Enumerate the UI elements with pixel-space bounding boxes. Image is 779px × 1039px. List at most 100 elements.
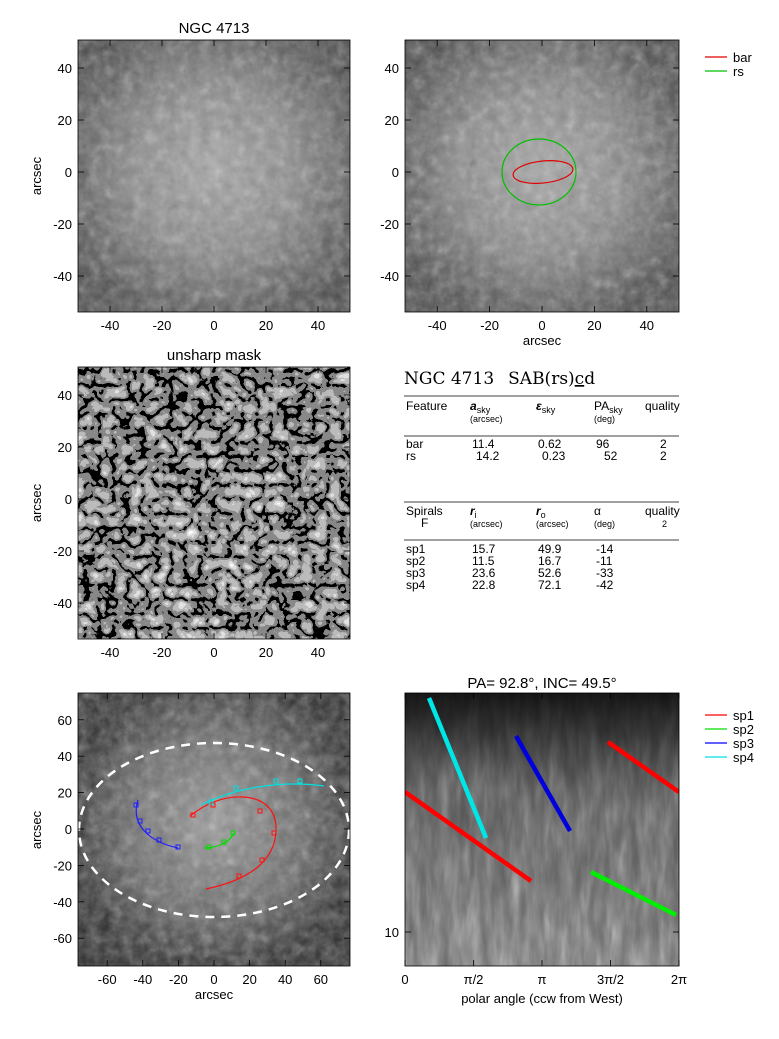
panel-unsharp-mask-ytick-label: 0: [65, 492, 72, 507]
spirals-col-name: Spirals: [406, 504, 443, 518]
panel-polar-title: PA= 92.8°, INC= 49.5°: [467, 675, 616, 692]
features-col-pa: PAsky: [594, 399, 623, 415]
panel-top-right-ytick-label: 40: [385, 61, 399, 76]
legend-top-right-label: bar: [733, 50, 752, 65]
panel-unsharp-mask-ytick-label: 20: [58, 440, 72, 455]
legend-polar-label: sp3: [733, 736, 754, 751]
spiral-arm-tracings: [133, 778, 325, 890]
panel-polar-axes: 0 π/2 π 3π/2 2π 10: [385, 692, 687, 987]
panel-polar-image: [405, 693, 679, 966]
spiral-row-alpha: -33: [596, 566, 614, 580]
spiral-row-ri: 22.8: [472, 578, 496, 592]
panel-top-left-ytick-label: 20: [58, 113, 72, 128]
panel-spiral-overlay-xtick-label: 60: [314, 972, 328, 987]
panel-spiral-overlay-xtick-label: -20: [169, 972, 188, 987]
panel-top-left-xtick-label: 0: [210, 318, 217, 333]
spiral-row-name: sp4: [406, 578, 426, 592]
panel-top-right-ytick-label: 20: [385, 113, 399, 128]
feature-row-e: 0.23: [542, 449, 566, 463]
feature-row-e: 0.62: [538, 437, 562, 451]
panel-top-right-xtick-label: 0: [538, 318, 545, 333]
rs-ellipse: [501, 138, 577, 206]
panel-spiral-overlay-ytick-label: -40: [53, 895, 72, 910]
panel-top-right-ytick-label: 0: [392, 165, 399, 180]
panel-unsharp-mask-ytick-label: -40: [53, 596, 72, 611]
spiral-row-ri: 15.7: [472, 542, 496, 556]
panel-spiral-overlay-axes: -60 -40 -20 0 20 40 60 60 40 20 0 -20 -40 -60: [53, 692, 351, 987]
panel-spiral-overlay-ytick-label: 0: [65, 822, 72, 837]
panel-unsharp-mask-title: unsharp mask: [167, 347, 262, 364]
spirals-col-alpha: α: [594, 504, 601, 518]
spirals-col-ri: ri: [470, 504, 477, 520]
features-col-feature: Feature: [406, 399, 448, 413]
panel-spiral-overlay-ytick-label: -20: [53, 858, 72, 873]
spirals-col-name-f: F: [421, 516, 428, 530]
spiral-row-ro: 16.7: [538, 554, 562, 568]
panel-top-left-xtick-label: 20: [259, 318, 273, 333]
legend-top-right-label: rs: [733, 64, 744, 79]
panel-top-right-xtick-label: -40: [428, 318, 447, 333]
feature-row-name: rs: [406, 449, 416, 463]
polar-sp1-fit-wrap: [606, 740, 679, 794]
table-heading: NGC 4713 SAB(rs)cd: [404, 369, 595, 389]
panel-unsharp-mask-ytick-label: 40: [58, 388, 72, 403]
panel-spiral-overlay-xlabel: arcsec: [195, 987, 234, 1002]
features-col-a-unit: (arcsec): [470, 414, 503, 424]
panel-spiral-overlay-ytick-label: -60: [53, 931, 72, 946]
panel-top-right-xtick-label: -20: [480, 318, 499, 333]
panel-top-left-ytick-label: -20: [53, 217, 72, 232]
spiral-row-ro: 49.9: [538, 542, 562, 556]
panel-unsharp-mask-axes: -40 -20 0 20 40 40 20 0 -20 -40: [53, 366, 351, 660]
panel-unsharp-mask-xtick-label: -40: [101, 645, 120, 660]
spirals-col-quality: quality: [645, 504, 680, 518]
feature-row-pa: 52: [604, 449, 618, 463]
feature-row-quality: 2: [660, 437, 667, 451]
bar-ellipse: [512, 160, 574, 184]
legend-polar-label: sp1: [733, 708, 754, 723]
spirals-col-ri-unit: (arcsec): [470, 519, 503, 529]
panel-polar-xtick-label: 3π/2: [597, 972, 624, 987]
panel-top-right-ytick-label: -20: [380, 217, 399, 232]
panel-top-left-title: NGC 4713: [179, 20, 250, 37]
panel-spiral-overlay-ytick-label: 60: [58, 713, 72, 728]
parameter-table: NGC 4713 SAB(rs)cd Feature asky (arcsec) …: [404, 369, 680, 592]
legend-polar-label: sp4: [733, 750, 754, 765]
spiral-row-ro: 52.6: [538, 566, 562, 580]
panel-polar-xtick-label: π: [538, 972, 547, 987]
panel-top-right-ytick-label: -40: [380, 269, 399, 284]
panel-top-left-ytick-label: 40: [58, 61, 72, 76]
panel-top-left-ytick-label: -40: [53, 269, 72, 284]
panel-polar-ytick-label: 10: [385, 925, 399, 940]
panel-unsharp-mask-xtick-label: 0: [210, 645, 217, 660]
disk-ellipse: [77, 741, 351, 919]
spiral-row-ri: 23.6: [472, 566, 496, 580]
polar-spiral-fits: [405, 697, 679, 918]
spiral-sp1-tracing: [189, 796, 277, 890]
panel-top-left-xtick-label: -20: [153, 318, 172, 333]
panel-unsharp-mask-xtick-label: 20: [259, 645, 273, 660]
polar-sp3-fit: [514, 734, 572, 833]
panel-spiral-overlay-xtick-label: -60: [98, 972, 117, 987]
features-col-e: εsky: [536, 399, 556, 415]
spiral-row-alpha: -11: [596, 554, 613, 568]
panel-unsharp-mask-ylabel: arcsec: [29, 483, 44, 522]
panel-spiral-overlay-ylabel: arcsec: [29, 810, 44, 849]
spirals-col-ro: ro: [536, 504, 546, 520]
panel-polar-xtick-label: 0: [401, 972, 408, 987]
polar-sp1-fit: [405, 790, 533, 883]
spiral-row-alpha: -14: [596, 542, 614, 556]
features-col-quality: quality: [645, 399, 680, 413]
panel-unsharp-mask-image: [78, 367, 350, 639]
polar-sp2-fit: [589, 869, 678, 918]
panel-spiral-overlay-ytick-label: 40: [58, 749, 72, 764]
panel-spiral-overlay-xtick-label: 20: [242, 972, 256, 987]
panel-spiral-overlay-xtick-label: -40: [133, 972, 152, 987]
spiral-row-alpha: -42: [596, 578, 614, 592]
panel-unsharp-mask-ytick-label: -20: [53, 544, 72, 559]
panel-top-left-xtick-label: -40: [101, 318, 120, 333]
spiral-row-ro: 72.1: [538, 578, 562, 592]
panel-top-right-image: [405, 40, 679, 312]
